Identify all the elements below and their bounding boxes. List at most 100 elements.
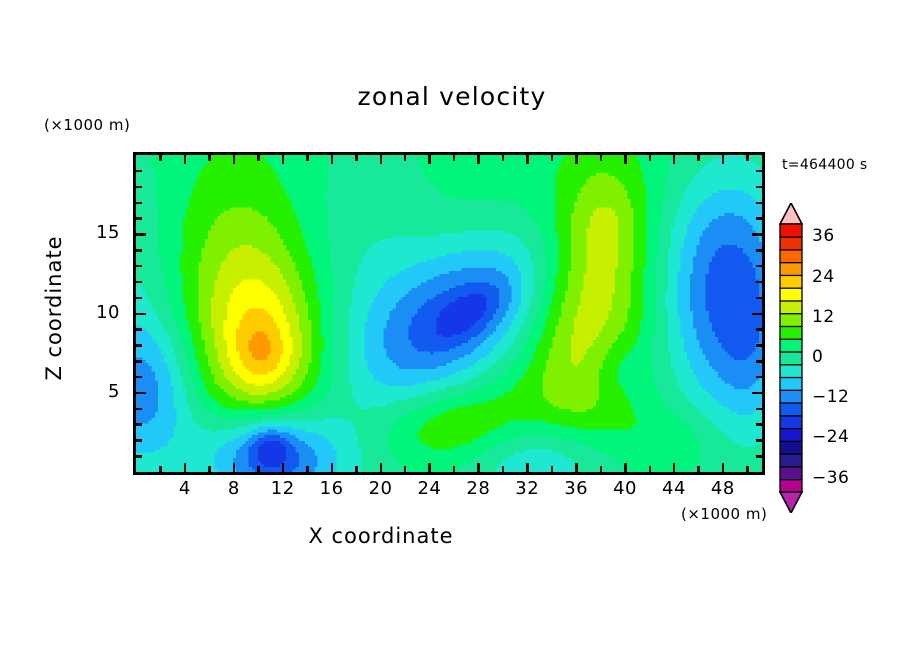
x-tick-top-28 (477, 155, 480, 164)
y-tick-right-6 (756, 375, 762, 379)
y-tick-15 (136, 233, 146, 236)
x-tick-20 (379, 463, 383, 472)
y-tick-right-2 (756, 439, 762, 442)
timestamp-annotation: t=464400 s (782, 157, 868, 173)
x-tick-label-16: 16 (319, 478, 344, 499)
colorbar-segment-18 (779, 248, 803, 264)
x-tick-50 (746, 466, 749, 472)
y-tick-right-17 (756, 201, 762, 205)
x-tick-top-8 (232, 155, 236, 164)
colorbar-swatches (778, 203, 804, 513)
y-tick-10 (136, 312, 146, 315)
x-tick-top-42 (648, 155, 652, 161)
x-tick-22 (403, 466, 407, 472)
x-tick-18 (355, 466, 358, 472)
colorbar-segment-6 (779, 402, 803, 417)
y-tick-right-18 (756, 185, 762, 189)
colorbar-label-5: −24 (812, 427, 850, 448)
y-tick-right-13 (756, 264, 762, 268)
y-axis-unit-label: (×1000 m) (44, 116, 131, 134)
x-tick-36 (575, 463, 578, 472)
x-tick-label-28: 28 (466, 478, 491, 499)
x-tick-12 (281, 463, 285, 472)
x-tick-label-24: 24 (417, 478, 442, 499)
y-tick-right-10 (752, 312, 762, 315)
y-tick-6 (136, 375, 142, 379)
y-tick-13 (136, 264, 142, 268)
x-tick-4 (183, 463, 187, 472)
y-tick-right-4 (756, 407, 762, 411)
x-tick-label-20: 20 (368, 478, 393, 499)
y-axis-title: Z coordinate (42, 235, 66, 381)
x-tick-top-10 (257, 155, 260, 161)
colorbar-segment-5 (779, 414, 803, 430)
x-tick-top-40 (624, 155, 627, 164)
colorbar-segment-9 (779, 363, 803, 379)
colorbar-segment-4 (779, 427, 803, 443)
x-tick-top-26 (452, 155, 456, 161)
colorbar-segment-2 (779, 453, 803, 468)
colorbar-segment-7 (779, 389, 803, 404)
x-tick-top-36 (575, 155, 578, 164)
colorbar-segment-16 (779, 274, 803, 289)
x-tick-top-46 (697, 155, 700, 161)
x-tick-10 (257, 466, 260, 472)
y-tick-11 (136, 296, 142, 300)
y-tick-12 (136, 280, 142, 284)
y-tick-right-7 (756, 360, 762, 363)
colorbar-under-arrow (778, 491, 804, 513)
x-tick-label-44: 44 (662, 478, 686, 499)
x-tick-label-12: 12 (270, 478, 295, 499)
x-tick-6 (208, 466, 211, 472)
x-tick-top-4 (183, 155, 187, 164)
colorbar-label-1: 24 (812, 266, 835, 287)
y-tick-right-1 (756, 455, 762, 458)
colorbar-label-0: 36 (812, 226, 835, 247)
colorbar-label-6: −36 (812, 467, 850, 488)
x-tick-label-8: 8 (227, 478, 240, 499)
colorbar-segment-0 (779, 478, 803, 494)
x-tick-top-6 (208, 155, 211, 161)
x-tick-48 (721, 463, 725, 472)
x-tick-38 (599, 466, 603, 472)
x-tick-16 (330, 463, 334, 472)
x-tick-top-44 (672, 155, 676, 164)
x-tick-28 (477, 463, 480, 472)
x-tick-30 (501, 466, 505, 472)
y-tick-7 (136, 360, 142, 363)
colorbar-segment-8 (779, 376, 803, 391)
y-tick-right-14 (756, 249, 762, 252)
x-tick-42 (648, 466, 652, 472)
colorbar-over-arrow (778, 203, 804, 225)
colorbar (778, 203, 804, 513)
x-tick-24 (428, 463, 431, 472)
y-tick-4 (136, 407, 142, 411)
colorbar-segment-3 (779, 440, 803, 455)
y-tick-9 (136, 328, 142, 331)
y-tick-right-16 (756, 217, 762, 220)
x-tick-40 (624, 463, 627, 472)
x-tick-top-38 (599, 155, 603, 161)
y-tick-3 (136, 423, 142, 426)
colorbar-segment-19 (779, 236, 803, 251)
x-tick-top-50 (746, 155, 749, 161)
x-tick-label-40: 40 (613, 478, 638, 499)
y-tick-17 (136, 201, 142, 205)
x-tick-top-48 (721, 155, 725, 164)
y-tick-right-15 (752, 233, 762, 236)
x-tick-label-32: 32 (515, 478, 540, 499)
y-tick-8 (136, 344, 142, 347)
y-tick-2 (136, 439, 142, 442)
x-tick-46 (697, 466, 700, 472)
x-tick-top-34 (550, 155, 554, 161)
x-tick-top-2 (159, 155, 162, 161)
y-tick-right-5 (752, 391, 762, 395)
y-tick-right-19 (756, 169, 762, 173)
x-tick-top-30 (501, 155, 505, 161)
y-tick-label-10: 10 (96, 301, 120, 323)
y-tick-right-8 (756, 344, 762, 347)
colorbar-label-2: 12 (812, 306, 835, 327)
x-tick-label-4: 4 (178, 478, 191, 499)
colorbar-segment-20 (779, 223, 803, 238)
